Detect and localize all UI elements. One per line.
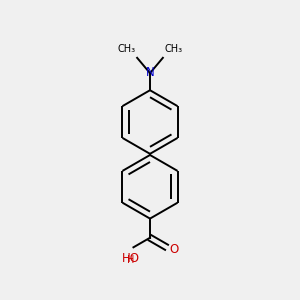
Text: H: H <box>128 255 135 265</box>
Text: CH₃: CH₃ <box>118 44 136 54</box>
Text: CH₃: CH₃ <box>164 44 182 54</box>
Text: HO: HO <box>122 252 140 265</box>
Text: O: O <box>169 243 179 256</box>
Text: N: N <box>146 66 154 79</box>
